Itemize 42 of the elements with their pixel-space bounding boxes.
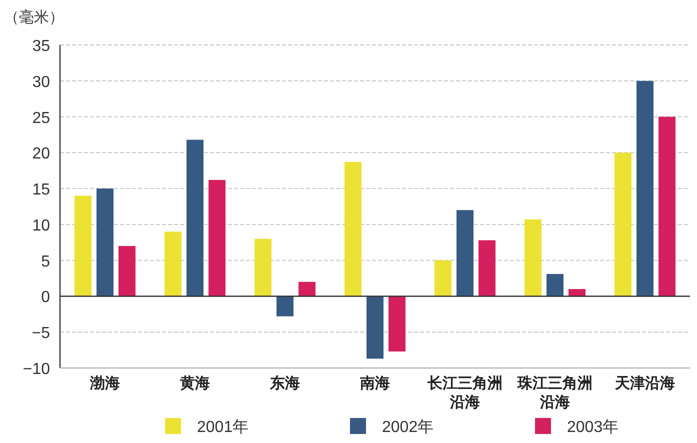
bar [388,296,406,352]
y-tick-label: 10 [32,217,50,234]
x-tick-label: 南海 [359,375,390,392]
y-tick-label: 15 [32,182,50,199]
bar [344,162,362,296]
bar [478,240,496,296]
legend-label: 2001年 [197,419,249,436]
bar [74,196,92,296]
x-tick-label: 黄海 [179,375,210,392]
x-tick-label: 天津沿海 [614,375,675,392]
bar [524,219,542,296]
bar [96,188,114,296]
bar [456,210,474,296]
y-tick-label: −5 [32,325,50,342]
y-tick-label: −10 [22,361,50,378]
legend-label: 2002年 [382,419,434,436]
bar [434,260,452,296]
bar [164,232,182,296]
bar [254,238,272,296]
y-tick-label: 20 [32,146,50,163]
y-tick-label: 0 [41,289,50,306]
bar [636,80,654,296]
bar [658,116,676,296]
y-axis-title: （毫米） [4,9,64,26]
bar [276,296,294,316]
y-tick-label: 5 [41,253,50,270]
bar [568,289,586,296]
y-tick-label: 25 [32,110,50,127]
bar [208,180,226,296]
y-tick-label: 35 [32,38,50,55]
x-tick-label: 珠江三角洲沿海 [516,375,592,411]
bar [614,152,632,296]
bar [118,246,136,296]
x-tick-label: 长江三角洲沿海 [426,375,502,411]
bar [546,274,564,296]
y-tick-label: 30 [32,74,50,91]
bar [366,296,384,359]
x-tick-label: 渤海 [89,375,120,392]
x-tick-label: 东海 [269,374,300,392]
legend-label: 2003年 [567,419,619,436]
bar [298,282,316,296]
bar [186,140,204,296]
